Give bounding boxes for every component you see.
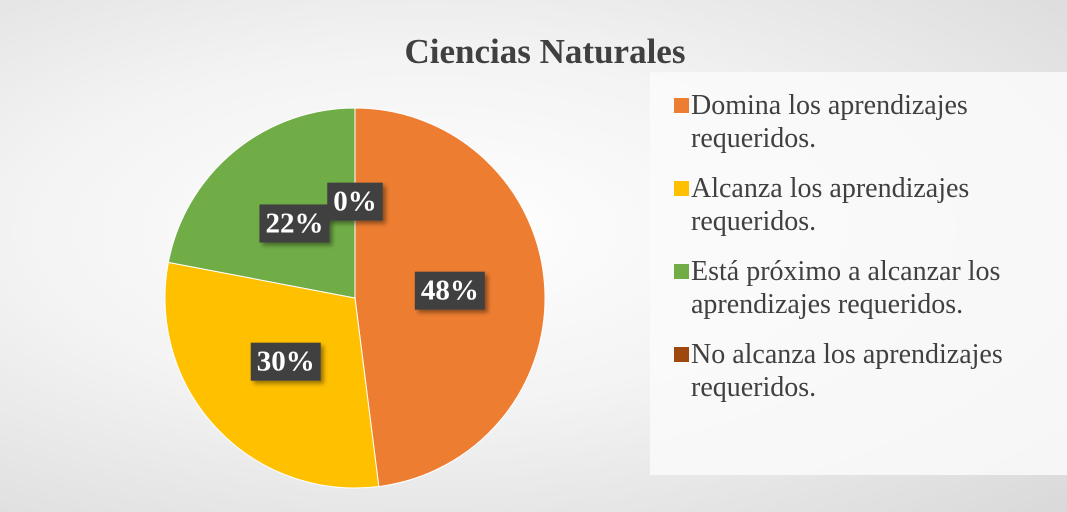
legend: Domina los aprendizajes requeridos. Alcan… [650,72,1067,475]
legend-label: Domina los aprendizajes requeridos. [691,90,968,154]
data-label: 30% [250,342,321,381]
data-label-box [259,204,330,243]
data-label: 22% [259,204,330,243]
data-label-box [327,182,383,221]
data-label: 48% [414,271,485,310]
data-label-box [414,271,485,310]
legend-swatch [674,264,689,279]
data-label-box [250,342,321,381]
data-label-text: 22% [265,207,323,239]
legend-item: Domina los aprendizajes requeridos. [650,89,1041,155]
legend-label: Alcanza los aprendizajes requeridos. [691,173,970,237]
legend-swatch [674,181,689,196]
legend-item: No alcanza los aprendizajes requeridos. [650,338,1041,404]
data-label-text: 30% [257,346,315,378]
legend-label: Está próximo a alcanzar los aprendizajes… [691,256,1001,320]
legend-item: Alcanza los aprendizajes requeridos. [650,172,1041,238]
legend-swatch [674,347,689,362]
data-label: 0% [327,182,383,221]
chart-title: Ciencias Naturales [405,32,686,71]
legend-swatch [674,98,689,113]
data-label-text: 0% [333,186,377,218]
data-label-text: 48% [421,275,479,307]
legend-item: Está próximo a alcanzar los aprendizajes… [650,255,1041,321]
legend-label: No alcanza los aprendizajes requeridos. [691,339,1003,403]
pie-slice [167,107,356,299]
